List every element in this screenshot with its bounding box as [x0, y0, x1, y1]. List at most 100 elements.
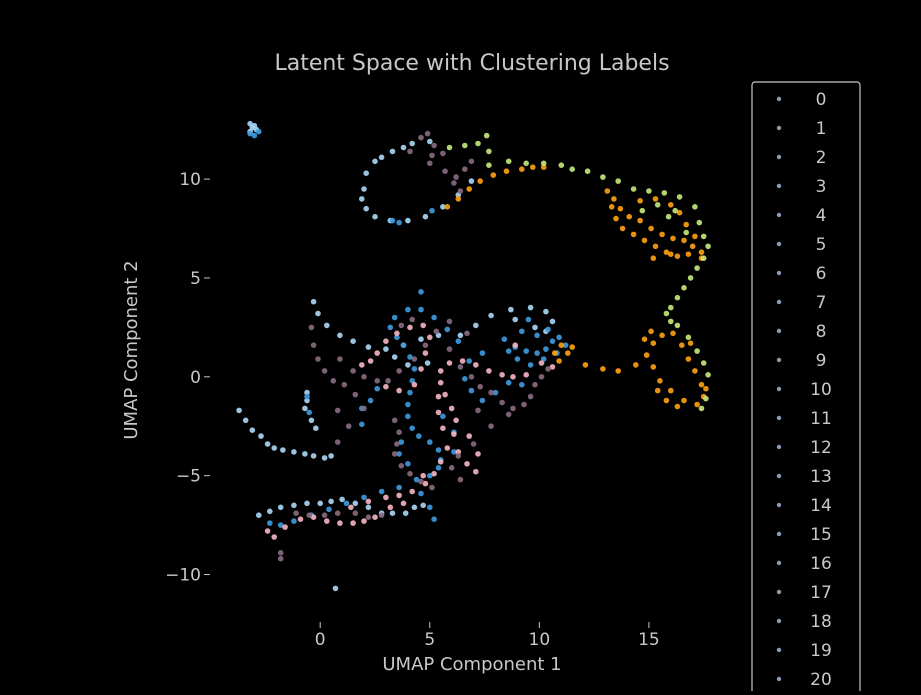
data-point — [475, 407, 481, 414]
y-tick-label: −10 — [165, 566, 201, 586]
data-point — [543, 346, 549, 352]
data-point — [427, 504, 433, 511]
data-point — [473, 322, 479, 329]
data-point — [359, 362, 365, 368]
data-point — [545, 326, 551, 333]
data-point — [448, 405, 455, 412]
data-point — [527, 304, 534, 311]
data-point — [315, 310, 321, 317]
data-point — [315, 356, 321, 362]
data-point — [334, 439, 341, 445]
data-point — [475, 451, 481, 457]
data-point — [405, 306, 411, 313]
data-point — [418, 306, 424, 313]
data-point — [527, 393, 534, 400]
data-point — [247, 130, 253, 137]
data-point — [440, 204, 446, 210]
data-point — [431, 314, 437, 321]
data-point — [654, 387, 661, 394]
data-point — [698, 381, 705, 388]
data-point — [409, 425, 416, 432]
data-point — [242, 417, 249, 424]
data-point — [396, 387, 402, 394]
data-point — [698, 405, 705, 412]
data-point — [302, 451, 308, 457]
data-point — [422, 213, 429, 220]
data-point — [477, 383, 484, 390]
data-point — [328, 453, 334, 459]
data-point — [398, 322, 405, 329]
data-point — [648, 225, 654, 232]
data-point — [705, 243, 711, 250]
data-point — [451, 180, 457, 186]
legend-marker — [776, 386, 782, 392]
data-point — [365, 504, 372, 511]
data-point — [444, 204, 451, 210]
data-point — [429, 152, 435, 159]
legend-marker — [776, 618, 782, 624]
y-tick-label: 5 — [190, 269, 201, 289]
data-point — [440, 413, 446, 420]
data-point — [343, 500, 350, 507]
chart-title: Latent Space with Clustering Labels — [274, 51, 669, 76]
data-point — [676, 194, 683, 200]
data-point — [396, 219, 402, 226]
data-point — [402, 510, 409, 516]
data-point — [422, 350, 429, 356]
data-point — [530, 164, 536, 170]
data-point — [352, 391, 359, 398]
legend-marker — [776, 531, 782, 537]
data-point — [258, 433, 264, 439]
data-point — [486, 368, 492, 374]
data-point — [396, 484, 402, 491]
legend-marker — [776, 241, 782, 247]
legend-marker — [776, 299, 782, 305]
legend-label: 15 — [810, 525, 832, 545]
data-point — [409, 316, 416, 323]
data-point — [462, 166, 468, 172]
data-point — [466, 358, 473, 364]
data-point — [330, 378, 337, 384]
data-point — [448, 465, 455, 471]
data-point — [668, 318, 674, 325]
legend-marker — [776, 183, 782, 189]
legend-marker — [776, 96, 782, 102]
legend-frame — [751, 81, 861, 695]
data-point — [444, 445, 451, 451]
legend-label: 18 — [810, 612, 832, 632]
data-point — [558, 162, 565, 168]
data-point — [696, 219, 703, 226]
data-point — [615, 368, 621, 374]
data-point — [431, 142, 437, 149]
data-point — [324, 322, 330, 329]
data-point — [324, 518, 330, 524]
data-point — [617, 205, 624, 212]
data-point — [672, 207, 678, 214]
data-point — [365, 498, 372, 505]
data-point — [321, 455, 328, 461]
data-point — [251, 132, 258, 139]
data-point — [457, 364, 464, 370]
data-point — [339, 496, 345, 503]
data-point — [361, 494, 367, 501]
data-point — [396, 429, 402, 436]
data-point — [499, 399, 505, 406]
data-point — [633, 362, 639, 368]
data-point — [453, 417, 459, 424]
data-point — [692, 368, 698, 374]
data-point — [468, 387, 475, 394]
data-point — [383, 494, 389, 501]
data-point — [466, 186, 473, 192]
data-point — [698, 249, 705, 255]
data-point — [514, 356, 521, 362]
data-point — [694, 348, 700, 354]
data-point — [584, 168, 591, 174]
data-point — [455, 196, 462, 202]
data-point — [676, 209, 683, 216]
data-point — [626, 213, 632, 220]
data-point — [302, 405, 308, 412]
data-point — [700, 360, 707, 366]
x-tick-label: 0 — [315, 630, 326, 650]
data-point — [446, 144, 453, 151]
data-point — [291, 502, 297, 509]
